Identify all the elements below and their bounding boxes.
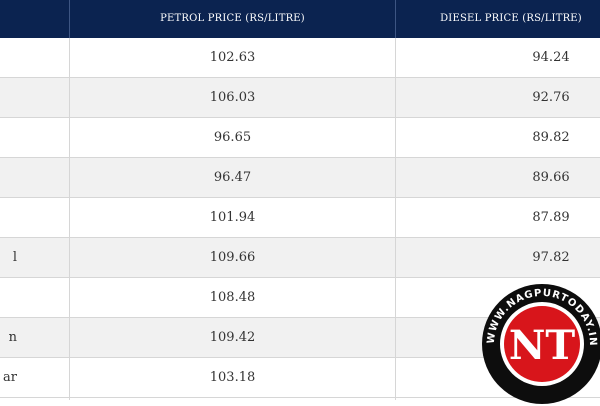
nagpurtoday-watermark-logo: WWW.NAGPURTODAY.IN NT bbox=[482, 284, 600, 404]
petrol-price-cell: 96.65 bbox=[213, 130, 252, 145]
petrol-price-cell: 102.63 bbox=[209, 50, 256, 65]
city-cell: ar bbox=[0, 358, 69, 397]
petrol-price-cell: 109.66 bbox=[209, 250, 256, 265]
city-cell bbox=[0, 278, 69, 317]
column-divider bbox=[395, 38, 396, 400]
city-label: n bbox=[8, 330, 17, 345]
city-cell bbox=[0, 38, 69, 77]
table-row: l 109.66 97.82 bbox=[0, 238, 600, 278]
city-cell bbox=[0, 158, 69, 197]
city-cell: l bbox=[0, 238, 69, 277]
city-cell bbox=[0, 78, 69, 117]
table-row: 106.03 92.76 bbox=[0, 78, 600, 118]
petrol-price-cell: 101.94 bbox=[209, 210, 256, 225]
table-row: 101.94 87.89 bbox=[0, 198, 600, 238]
table-row: 96.47 89.66 bbox=[0, 158, 600, 198]
diesel-price-cell: 92.76 bbox=[532, 90, 570, 105]
city-cell bbox=[0, 198, 69, 237]
header-divider bbox=[395, 0, 396, 38]
header-city bbox=[0, 0, 69, 38]
header-petrol-price: PETROL PRICE (RS/LITRE) bbox=[160, 13, 305, 24]
table-row: 96.65 89.82 bbox=[0, 118, 600, 158]
diesel-price-cell: 89.66 bbox=[532, 170, 570, 185]
petrol-price-cell: 108.48 bbox=[209, 290, 256, 305]
diesel-price-cell: 87.89 bbox=[532, 210, 570, 225]
petrol-price-cell: 103.18 bbox=[209, 370, 256, 385]
city-cell: n bbox=[0, 318, 69, 357]
diesel-price-cell: 94.24 bbox=[532, 50, 570, 65]
header-diesel-price: DIESEL PRICE (RS/LITRE) bbox=[440, 13, 582, 24]
petrol-price-cell: 106.03 bbox=[209, 90, 256, 105]
city-label: ar bbox=[3, 370, 17, 385]
diesel-price-cell: 89.82 bbox=[532, 130, 570, 145]
watermark-nt-text: NT bbox=[509, 322, 576, 369]
city-cell bbox=[0, 118, 69, 157]
petrol-price-cell: 96.47 bbox=[213, 170, 252, 185]
petrol-price-cell: 109.42 bbox=[209, 330, 256, 345]
table-row: 102.63 94.24 bbox=[0, 38, 600, 78]
city-label: l bbox=[12, 250, 17, 265]
header-divider bbox=[69, 0, 70, 38]
table-body: 102.63 94.24 106.03 92.76 96.65 89.82 96.47 89.… bbox=[0, 38, 600, 398]
table-header: PETROL PRICE (RS/LITRE) DIESEL PRICE (RS… bbox=[0, 0, 600, 38]
column-divider bbox=[69, 38, 70, 400]
diesel-price-cell: 97.82 bbox=[532, 250, 570, 265]
